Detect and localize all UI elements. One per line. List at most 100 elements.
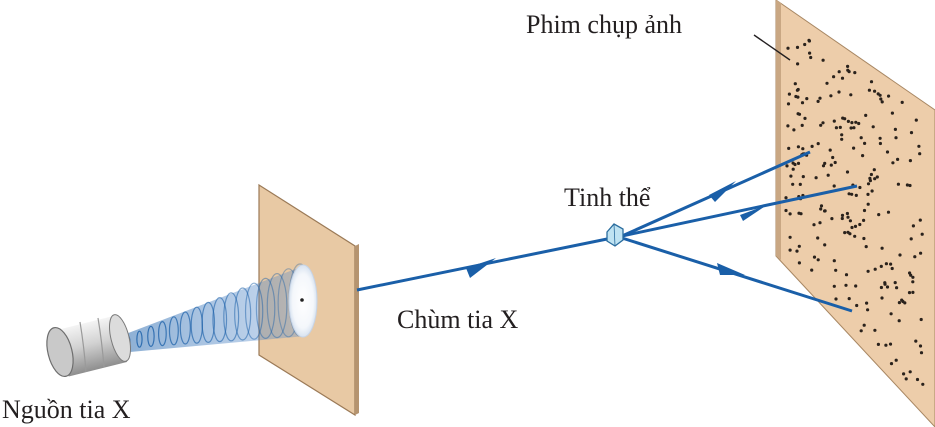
diffraction-dot <box>908 159 913 163</box>
diffraction-dot <box>850 225 854 230</box>
diffraction-dot <box>785 164 789 168</box>
diffraction-dot <box>862 323 866 327</box>
diffraction-dot <box>921 382 925 386</box>
diffraction-dot <box>885 285 890 289</box>
diffraction-dot <box>920 232 924 236</box>
diffraction-dot <box>793 82 797 86</box>
diffraction-dot <box>847 192 851 196</box>
diffraction-dot <box>859 136 863 140</box>
diffraction-dot <box>786 124 790 128</box>
cone-ring <box>179 311 191 345</box>
source-label: Nguồn tia X <box>2 395 131 424</box>
diffraction-dot <box>791 182 795 186</box>
diffraction-dot <box>808 51 812 55</box>
diffraction-dot <box>897 301 902 305</box>
diffraction-dot <box>866 182 871 186</box>
diffraction-dot <box>854 193 858 197</box>
diffraction-dot <box>801 147 805 151</box>
diffraction-dot <box>786 46 790 50</box>
diffraction-dot <box>911 275 915 279</box>
diffraction-dot <box>803 42 807 47</box>
diffraction-dot <box>832 184 836 188</box>
diffraction-dot <box>876 92 880 96</box>
diffraction-dot <box>803 116 807 120</box>
cone-ring <box>244 282 264 340</box>
diffraction-dot <box>893 281 897 285</box>
diffraction-dot <box>818 221 822 225</box>
diffraction-dot <box>878 136 882 140</box>
diffraction-dot <box>796 145 801 149</box>
crystal-icon <box>606 223 624 247</box>
diffraction-dot <box>795 249 799 253</box>
diffraction-dot <box>859 329 863 333</box>
diffraction-dot <box>900 100 904 104</box>
diffraction-dot <box>873 177 877 181</box>
diffraction-dot <box>791 167 795 171</box>
diffraction-dot <box>847 297 851 301</box>
diffraction-dot <box>832 119 836 123</box>
diffraction-dot <box>917 144 921 148</box>
diffraction-dot <box>914 339 918 343</box>
diffraction-dot <box>838 125 842 129</box>
diffraction-dot <box>877 213 881 217</box>
diffraction-dot <box>812 255 817 259</box>
diffraction-dot <box>826 173 830 177</box>
diffraction-dot <box>789 174 793 178</box>
diffraction-dot <box>794 94 798 99</box>
diffraction-dot <box>845 211 850 216</box>
diffraction-dot <box>889 312 893 316</box>
diffraction-dot <box>863 141 867 145</box>
diffraction-dot <box>872 168 876 172</box>
diffraction-dot <box>837 90 841 94</box>
diffraction-dot <box>864 113 868 117</box>
cone-ring <box>147 325 155 347</box>
diffraction-dot <box>883 281 887 285</box>
diffraction-dot <box>832 284 836 288</box>
diffraction-dot <box>918 218 922 222</box>
diffraction-dot <box>854 120 858 124</box>
diffraction-dot <box>907 291 912 295</box>
diffraction-dot <box>797 211 801 215</box>
diffraction-dot <box>819 207 823 211</box>
diffraction-dot <box>902 372 906 376</box>
diffraction-dot <box>788 235 792 239</box>
diffraction-dot <box>901 299 905 304</box>
diffraction-dot <box>876 342 881 346</box>
diffraction-dot <box>816 99 820 103</box>
diffraction-dot <box>840 216 844 221</box>
diffraction-dot <box>909 237 913 241</box>
diffraction-dot <box>807 39 812 43</box>
diffraction-dot <box>821 164 826 168</box>
diffraction-dot <box>911 290 915 294</box>
diffraction-dot <box>850 121 854 125</box>
diffraction-dot <box>908 183 912 188</box>
xray-cone <box>110 263 318 352</box>
diffraction-dot <box>814 176 818 180</box>
diffraction-dot <box>894 136 898 140</box>
diffraction-dot <box>819 123 823 127</box>
diffraction-dot <box>825 81 829 85</box>
diffraction-dot <box>866 202 870 206</box>
diffraction-dot <box>840 213 845 217</box>
diffraction-dot <box>797 244 801 248</box>
diffraction-dot <box>886 210 891 214</box>
diffraction-dot <box>911 224 916 228</box>
cone-ring <box>266 273 288 339</box>
cone-ring <box>234 287 252 341</box>
diffraction-dot <box>846 64 850 68</box>
diffraction-dot <box>891 161 895 165</box>
diffraction-dot <box>834 297 838 301</box>
diffraction-dot <box>816 258 820 262</box>
diffraction-dot <box>796 161 801 165</box>
diffraction-dot <box>834 126 839 130</box>
diffraction-dot <box>797 112 802 116</box>
beam-label: Chùm tia X <box>397 305 519 334</box>
diffraction-dot <box>870 189 874 193</box>
diffraction-dot <box>834 268 838 272</box>
diffraction-dot <box>829 163 833 167</box>
diffraction-dot <box>858 185 862 190</box>
diffraction-dot <box>884 262 889 266</box>
diffraction-dot <box>918 152 922 156</box>
diffraction-dot <box>889 262 893 266</box>
